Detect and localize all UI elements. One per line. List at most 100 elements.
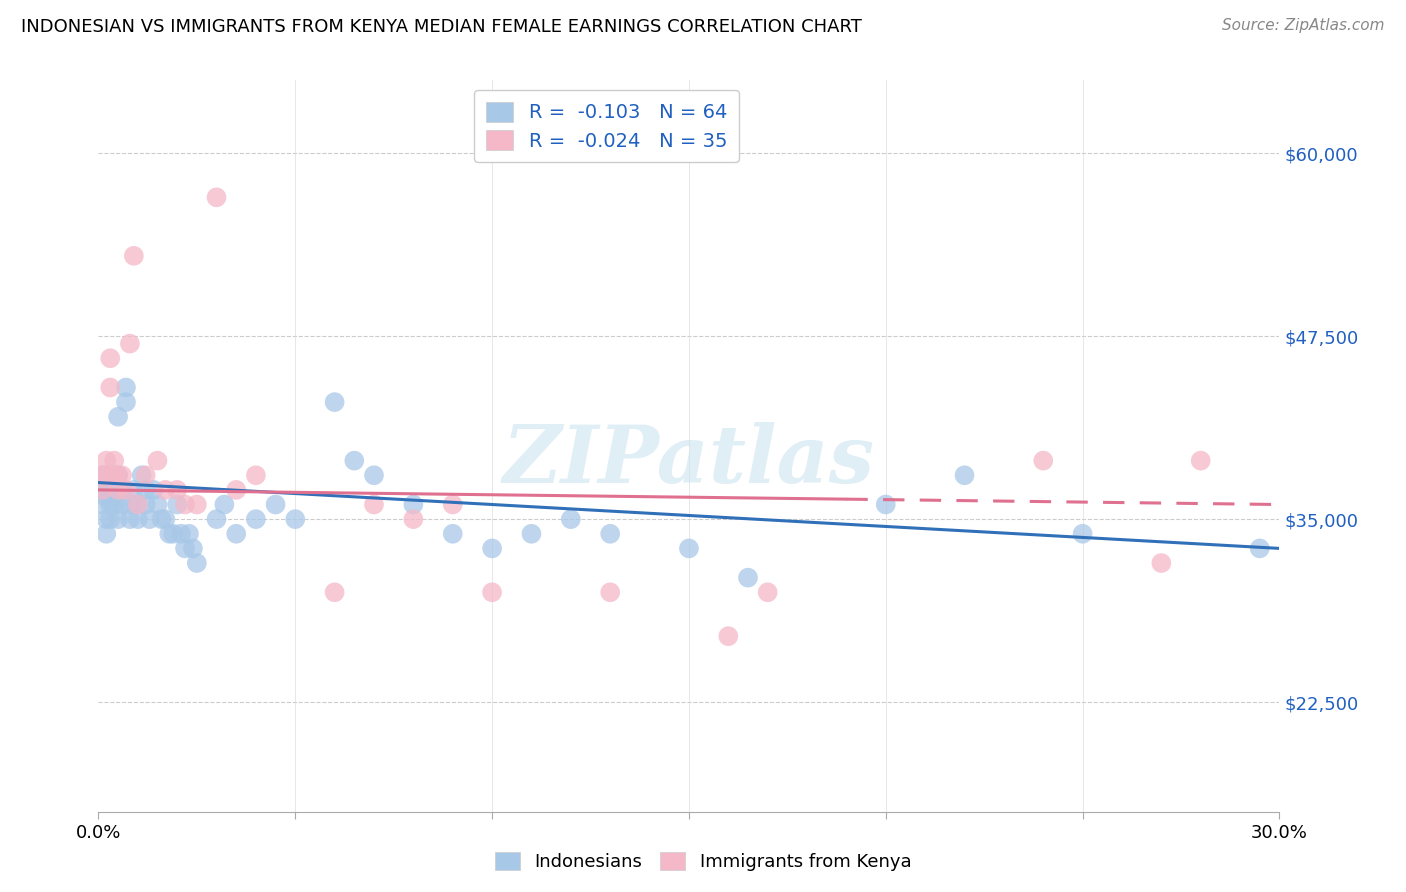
Point <box>1189 453 1212 467</box>
Point <box>150 512 173 526</box>
Point <box>157 526 180 541</box>
Point <box>135 483 157 497</box>
Point <box>107 409 129 424</box>
Point <box>107 483 129 497</box>
Point <box>118 336 141 351</box>
Point <box>103 468 125 483</box>
Point <box>98 512 121 526</box>
Point <box>284 512 307 526</box>
Point <box>560 512 582 526</box>
Point <box>103 468 125 483</box>
Point <box>127 498 149 512</box>
Point <box>174 498 197 512</box>
Point <box>717 629 740 643</box>
Point <box>98 498 121 512</box>
Point <box>481 585 503 599</box>
Point <box>96 483 118 497</box>
Point <box>205 512 228 526</box>
Point <box>98 351 121 366</box>
Point <box>875 498 897 512</box>
Legend: R =  -0.103   N = 64, R =  -0.024   N = 35: R = -0.103 N = 64, R = -0.024 N = 35 <box>474 90 740 162</box>
Point <box>599 585 621 599</box>
Point <box>98 468 121 483</box>
Point <box>186 498 208 512</box>
Point <box>170 526 193 541</box>
Point <box>91 483 114 497</box>
Point <box>174 541 197 556</box>
Point <box>953 468 976 483</box>
Point <box>111 498 134 512</box>
Point <box>402 512 425 526</box>
Point <box>1032 453 1054 467</box>
Point <box>138 512 160 526</box>
Point <box>96 512 118 526</box>
Point <box>91 468 114 483</box>
Point <box>91 483 114 497</box>
Text: Source: ZipAtlas.com: Source: ZipAtlas.com <box>1222 18 1385 33</box>
Point <box>96 468 118 483</box>
Point <box>1249 541 1271 556</box>
Point <box>205 190 228 204</box>
Point <box>111 483 134 497</box>
Point <box>135 468 157 483</box>
Point <box>177 526 200 541</box>
Point <box>98 483 121 497</box>
Point <box>599 526 621 541</box>
Point <box>107 468 129 483</box>
Point <box>127 512 149 526</box>
Point <box>1071 526 1094 541</box>
Point <box>96 468 118 483</box>
Point <box>166 498 188 512</box>
Point <box>96 490 118 504</box>
Legend: Indonesians, Immigrants from Kenya: Indonesians, Immigrants from Kenya <box>488 845 918 879</box>
Point <box>107 468 129 483</box>
Point <box>122 483 145 497</box>
Point <box>441 526 464 541</box>
Point <box>122 249 145 263</box>
Point <box>245 468 267 483</box>
Point <box>91 498 114 512</box>
Point <box>127 498 149 512</box>
Point <box>111 468 134 483</box>
Point <box>225 526 247 541</box>
Point <box>96 526 118 541</box>
Point <box>115 395 138 409</box>
Point <box>214 498 236 512</box>
Point <box>186 556 208 570</box>
Point <box>363 468 385 483</box>
Point <box>103 498 125 512</box>
Point <box>402 498 425 512</box>
Point <box>162 526 184 541</box>
Point <box>103 483 125 497</box>
Point <box>98 380 121 394</box>
Point <box>142 483 165 497</box>
Point <box>155 512 177 526</box>
Point <box>103 453 125 467</box>
Point <box>264 498 287 512</box>
Point <box>135 498 157 512</box>
Point <box>155 483 177 497</box>
Point <box>91 468 114 483</box>
Point <box>481 541 503 556</box>
Point <box>323 585 346 599</box>
Point <box>118 498 141 512</box>
Point <box>343 453 366 467</box>
Point <box>115 380 138 394</box>
Point <box>1150 556 1173 570</box>
Point <box>323 395 346 409</box>
Point <box>363 498 385 512</box>
Point <box>181 541 204 556</box>
Text: ZIPatlas: ZIPatlas <box>503 422 875 500</box>
Point <box>245 512 267 526</box>
Point <box>520 526 543 541</box>
Point <box>107 512 129 526</box>
Point <box>756 585 779 599</box>
Point <box>146 453 169 467</box>
Point <box>118 512 141 526</box>
Text: INDONESIAN VS IMMIGRANTS FROM KENYA MEDIAN FEMALE EARNINGS CORRELATION CHART: INDONESIAN VS IMMIGRANTS FROM KENYA MEDI… <box>21 18 862 36</box>
Point <box>441 498 464 512</box>
Point <box>115 483 138 497</box>
Point <box>146 498 169 512</box>
Point <box>678 541 700 556</box>
Point <box>96 453 118 467</box>
